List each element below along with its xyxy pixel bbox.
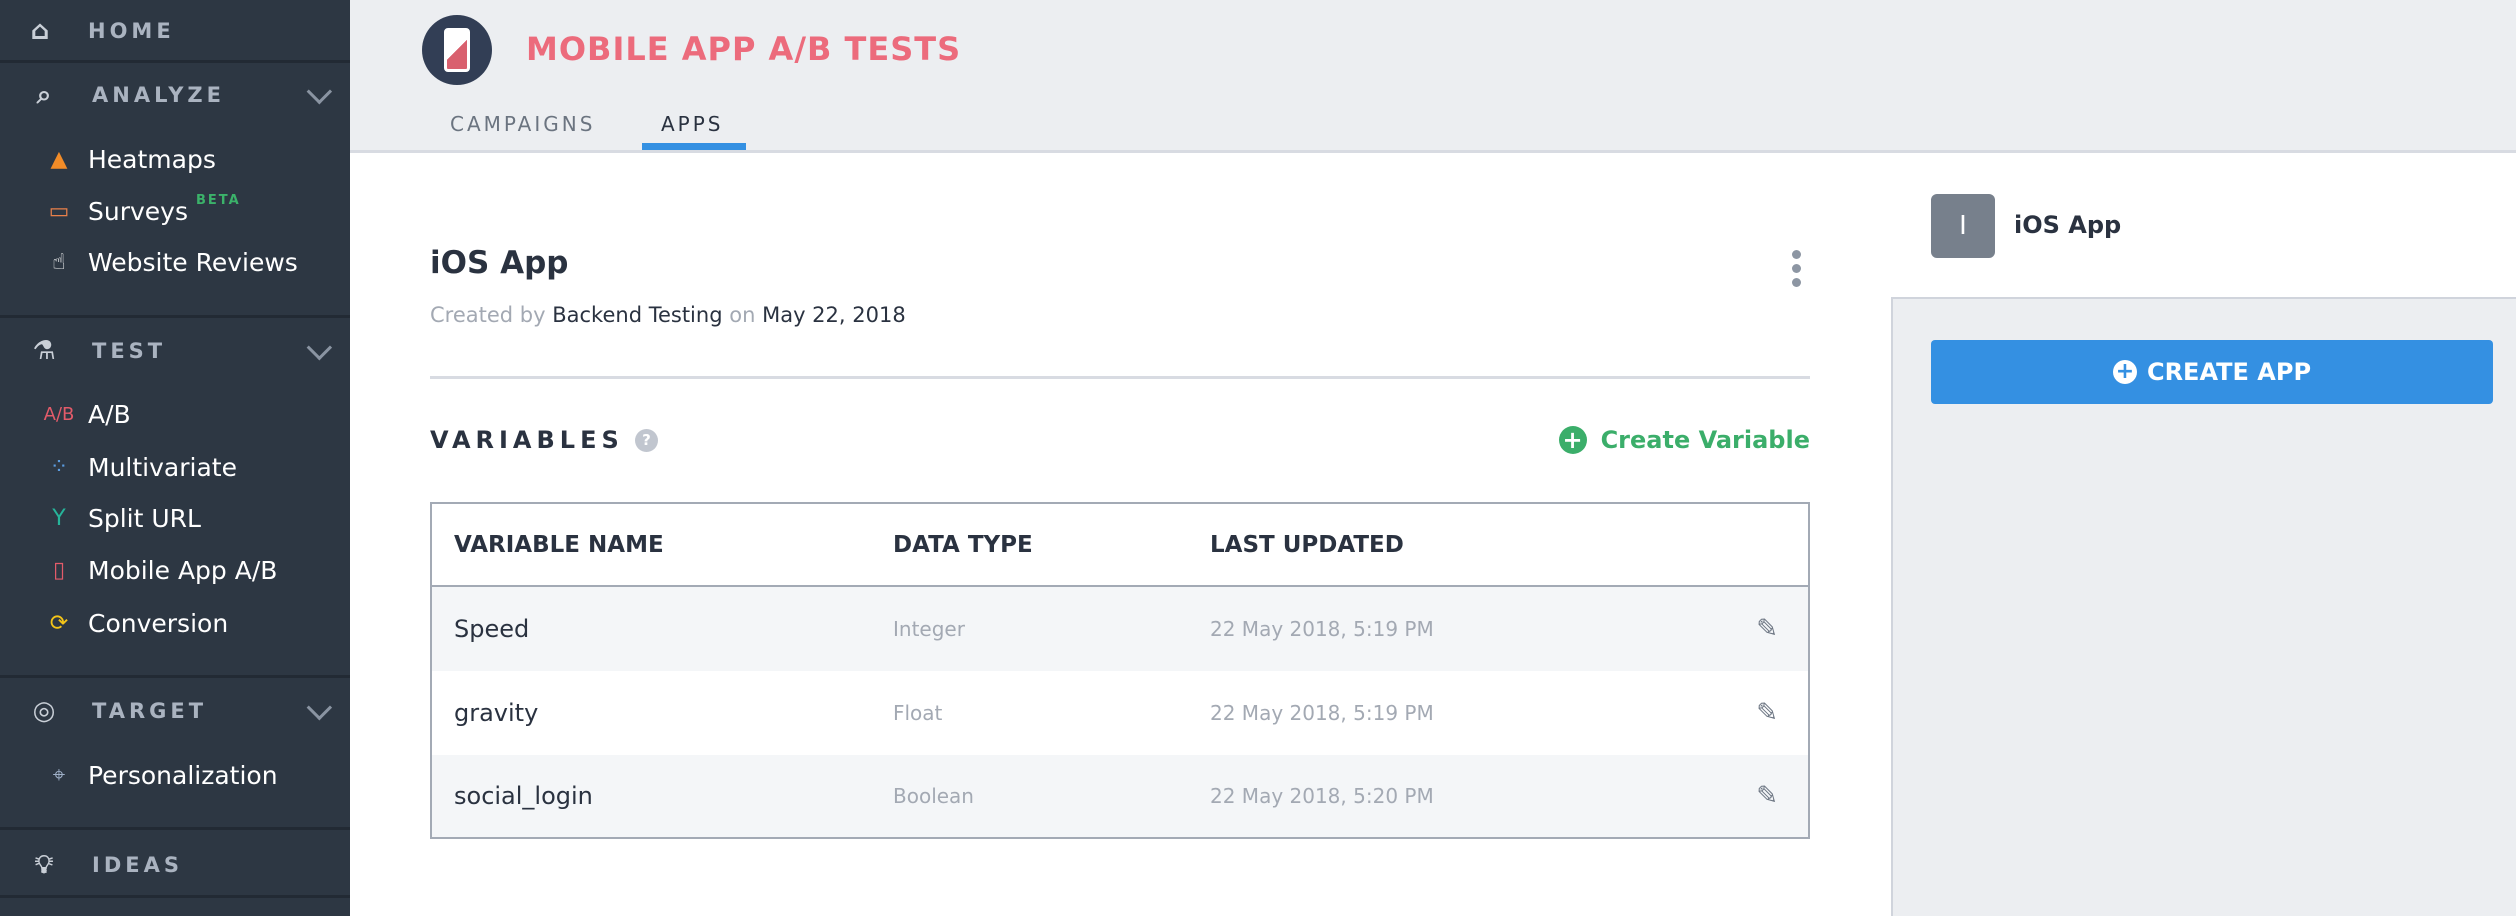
- sidebar-item-multivariate[interactable]: ⁘ Multivariate: [42, 447, 237, 487]
- data-type: Integer: [893, 617, 965, 641]
- active-tab-indicator: [642, 143, 746, 150]
- last-updated: 22 May 2018, 5:19 PM: [1210, 617, 1434, 641]
- column-header: VARIABLE NAME: [454, 531, 664, 558]
- survey-icon: ▭: [48, 198, 70, 224]
- item-label: Heatmaps: [88, 144, 216, 174]
- chevron-down-icon[interactable]: [306, 334, 333, 361]
- item-label: Split URL: [88, 503, 201, 533]
- divider: [0, 60, 350, 63]
- app-avatar: I: [1931, 194, 1995, 258]
- app-title: iOS App: [430, 245, 569, 281]
- more-options-icon[interactable]: [1792, 250, 1802, 287]
- divider: [0, 675, 350, 678]
- column-header: LAST UPDATED: [1210, 531, 1404, 558]
- sidebar-home[interactable]: ⌂ HOME: [20, 11, 175, 51]
- target-icon: ◎: [32, 696, 56, 726]
- tab-apps[interactable]: APPS: [661, 112, 724, 136]
- item-label: Surveys: [88, 196, 188, 226]
- split-icon: Y: [52, 505, 66, 531]
- item-label: A/B: [88, 399, 131, 429]
- flask-icon: ⚗: [32, 336, 56, 366]
- sidebar-item-split-url[interactable]: Y Split URL: [42, 498, 201, 538]
- app-list-name: iOS App: [2014, 211, 2122, 239]
- created-info: Created by Backend Testing on May 22, 20…: [430, 303, 906, 327]
- plus-circle-icon: +: [2112, 360, 2137, 384]
- last-updated: 22 May 2018, 5:19 PM: [1210, 701, 1434, 725]
- edit-pencil-icon[interactable]: ✎: [1756, 781, 1778, 811]
- sidebar-item-personalization[interactable]: ⌖ Personalization: [42, 755, 278, 795]
- variable-name: social_login: [454, 782, 593, 810]
- conversion-icon: ⟳: [49, 610, 69, 636]
- flame-icon: ▲: [50, 146, 68, 172]
- variable-name: gravity: [454, 699, 539, 727]
- item-label: Website Reviews: [88, 247, 298, 277]
- sidebar-item-surveys[interactable]: ▭ Surveys BETA: [42, 191, 241, 231]
- chevron-down-icon[interactable]: [306, 694, 333, 721]
- section-label: ANALYZE: [92, 83, 225, 107]
- variables-heading: VARIABLES: [430, 426, 624, 454]
- beta-badge: BETA: [196, 193, 241, 208]
- right-panel: + CREATE APP: [1891, 297, 2516, 916]
- create-variable-button[interactable]: + Create Variable: [1558, 426, 1810, 454]
- divider: [0, 895, 350, 898]
- ab-icon: A/B: [43, 403, 75, 425]
- sidebar-item-mobile-app-ab[interactable]: ▯ Mobile App A/B: [42, 550, 277, 590]
- mobile-icon: ▯: [52, 557, 66, 583]
- last-updated: 22 May 2018, 5:20 PM: [1210, 784, 1434, 808]
- sidebar-section-ideas[interactable]: 💡︎ IDEAS: [24, 845, 183, 885]
- item-label: Multivariate: [88, 452, 237, 482]
- data-type: Float: [893, 701, 943, 725]
- create-variable-label: Create Variable: [1600, 426, 1810, 454]
- created-by: Backend Testing: [552, 303, 723, 327]
- lightbulb-icon: 💡︎: [34, 849, 54, 880]
- divider: [430, 376, 1810, 379]
- column-header: DATA TYPE: [893, 531, 1033, 558]
- edit-pencil-icon[interactable]: ✎: [1756, 698, 1778, 728]
- sidebar-section-test[interactable]: ⚗ TEST: [24, 331, 166, 371]
- create-app-label: CREATE APP: [2146, 358, 2312, 386]
- divider: [0, 315, 350, 318]
- sidebar-item-ab[interactable]: A/B A/B: [42, 394, 131, 434]
- sidebar: ⌂ HOME ⌕ ANALYZE ▲ Heatmaps ▭ Surveys BETA ☝ W…: [0, 0, 350, 916]
- plus-circle-icon: +: [1558, 426, 1587, 454]
- sidebar-item-website-reviews[interactable]: ☝ Website Reviews: [42, 242, 298, 282]
- sidebar-item-conversion[interactable]: ⟳ Conversion: [42, 603, 228, 643]
- edit-pencil-icon[interactable]: ✎: [1756, 614, 1778, 644]
- sidebar-item-heatmaps[interactable]: ▲ Heatmaps: [42, 139, 216, 179]
- item-label: Conversion: [88, 608, 229, 638]
- section-label: IDEAS: [92, 853, 183, 877]
- item-label: Mobile App A/B: [88, 555, 278, 585]
- page-title: MOBILE APP A/B TESTS: [526, 30, 962, 68]
- pointer-hand-icon: ☝: [52, 249, 66, 275]
- created-on-word: on: [729, 303, 756, 327]
- page-header: MOBILE APP A/B TESTS CAMPAIGNS APPS: [350, 0, 2516, 153]
- data-type: Boolean: [893, 784, 974, 808]
- mobile-app-icon: [422, 15, 492, 85]
- table-row[interactable]: social_login Boolean 22 May 2018, 5:20 P…: [432, 755, 1808, 837]
- sidebar-section-target[interactable]: ◎ TARGET: [24, 691, 207, 731]
- section-label: TEST: [92, 339, 167, 363]
- created-prefix: Created by: [430, 303, 546, 327]
- table-row[interactable]: gravity Float 22 May 2018, 5:19 PM ✎: [432, 671, 1808, 755]
- home-label: HOME: [88, 19, 175, 43]
- table-row[interactable]: Speed Integer 22 May 2018, 5:19 PM ✎: [432, 587, 1808, 671]
- table-header: VARIABLE NAME DATA TYPE LAST UPDATED: [432, 504, 1808, 587]
- help-icon[interactable]: ?: [635, 429, 658, 452]
- tab-campaigns[interactable]: CAMPAIGNS: [450, 112, 596, 136]
- analyze-icon: ⌕: [36, 79, 52, 110]
- crosshair-icon: ⌖: [52, 762, 66, 788]
- variables-table: VARIABLE NAME DATA TYPE LAST UPDATED Spe…: [430, 502, 1810, 839]
- created-date: May 22, 2018: [762, 303, 906, 327]
- create-app-button[interactable]: + CREATE APP: [1931, 340, 2493, 404]
- home-icon: ⌂: [30, 16, 50, 46]
- multivariate-icon: ⁘: [49, 454, 69, 480]
- divider: [0, 827, 350, 830]
- sidebar-section-analyze[interactable]: ⌕ ANALYZE: [24, 75, 225, 115]
- section-label: TARGET: [92, 699, 208, 723]
- item-label: Personalization: [88, 760, 278, 790]
- app-list-item[interactable]: I iOS App: [1891, 153, 2516, 297]
- variable-name: Speed: [454, 615, 530, 643]
- chevron-down-icon[interactable]: [306, 78, 333, 105]
